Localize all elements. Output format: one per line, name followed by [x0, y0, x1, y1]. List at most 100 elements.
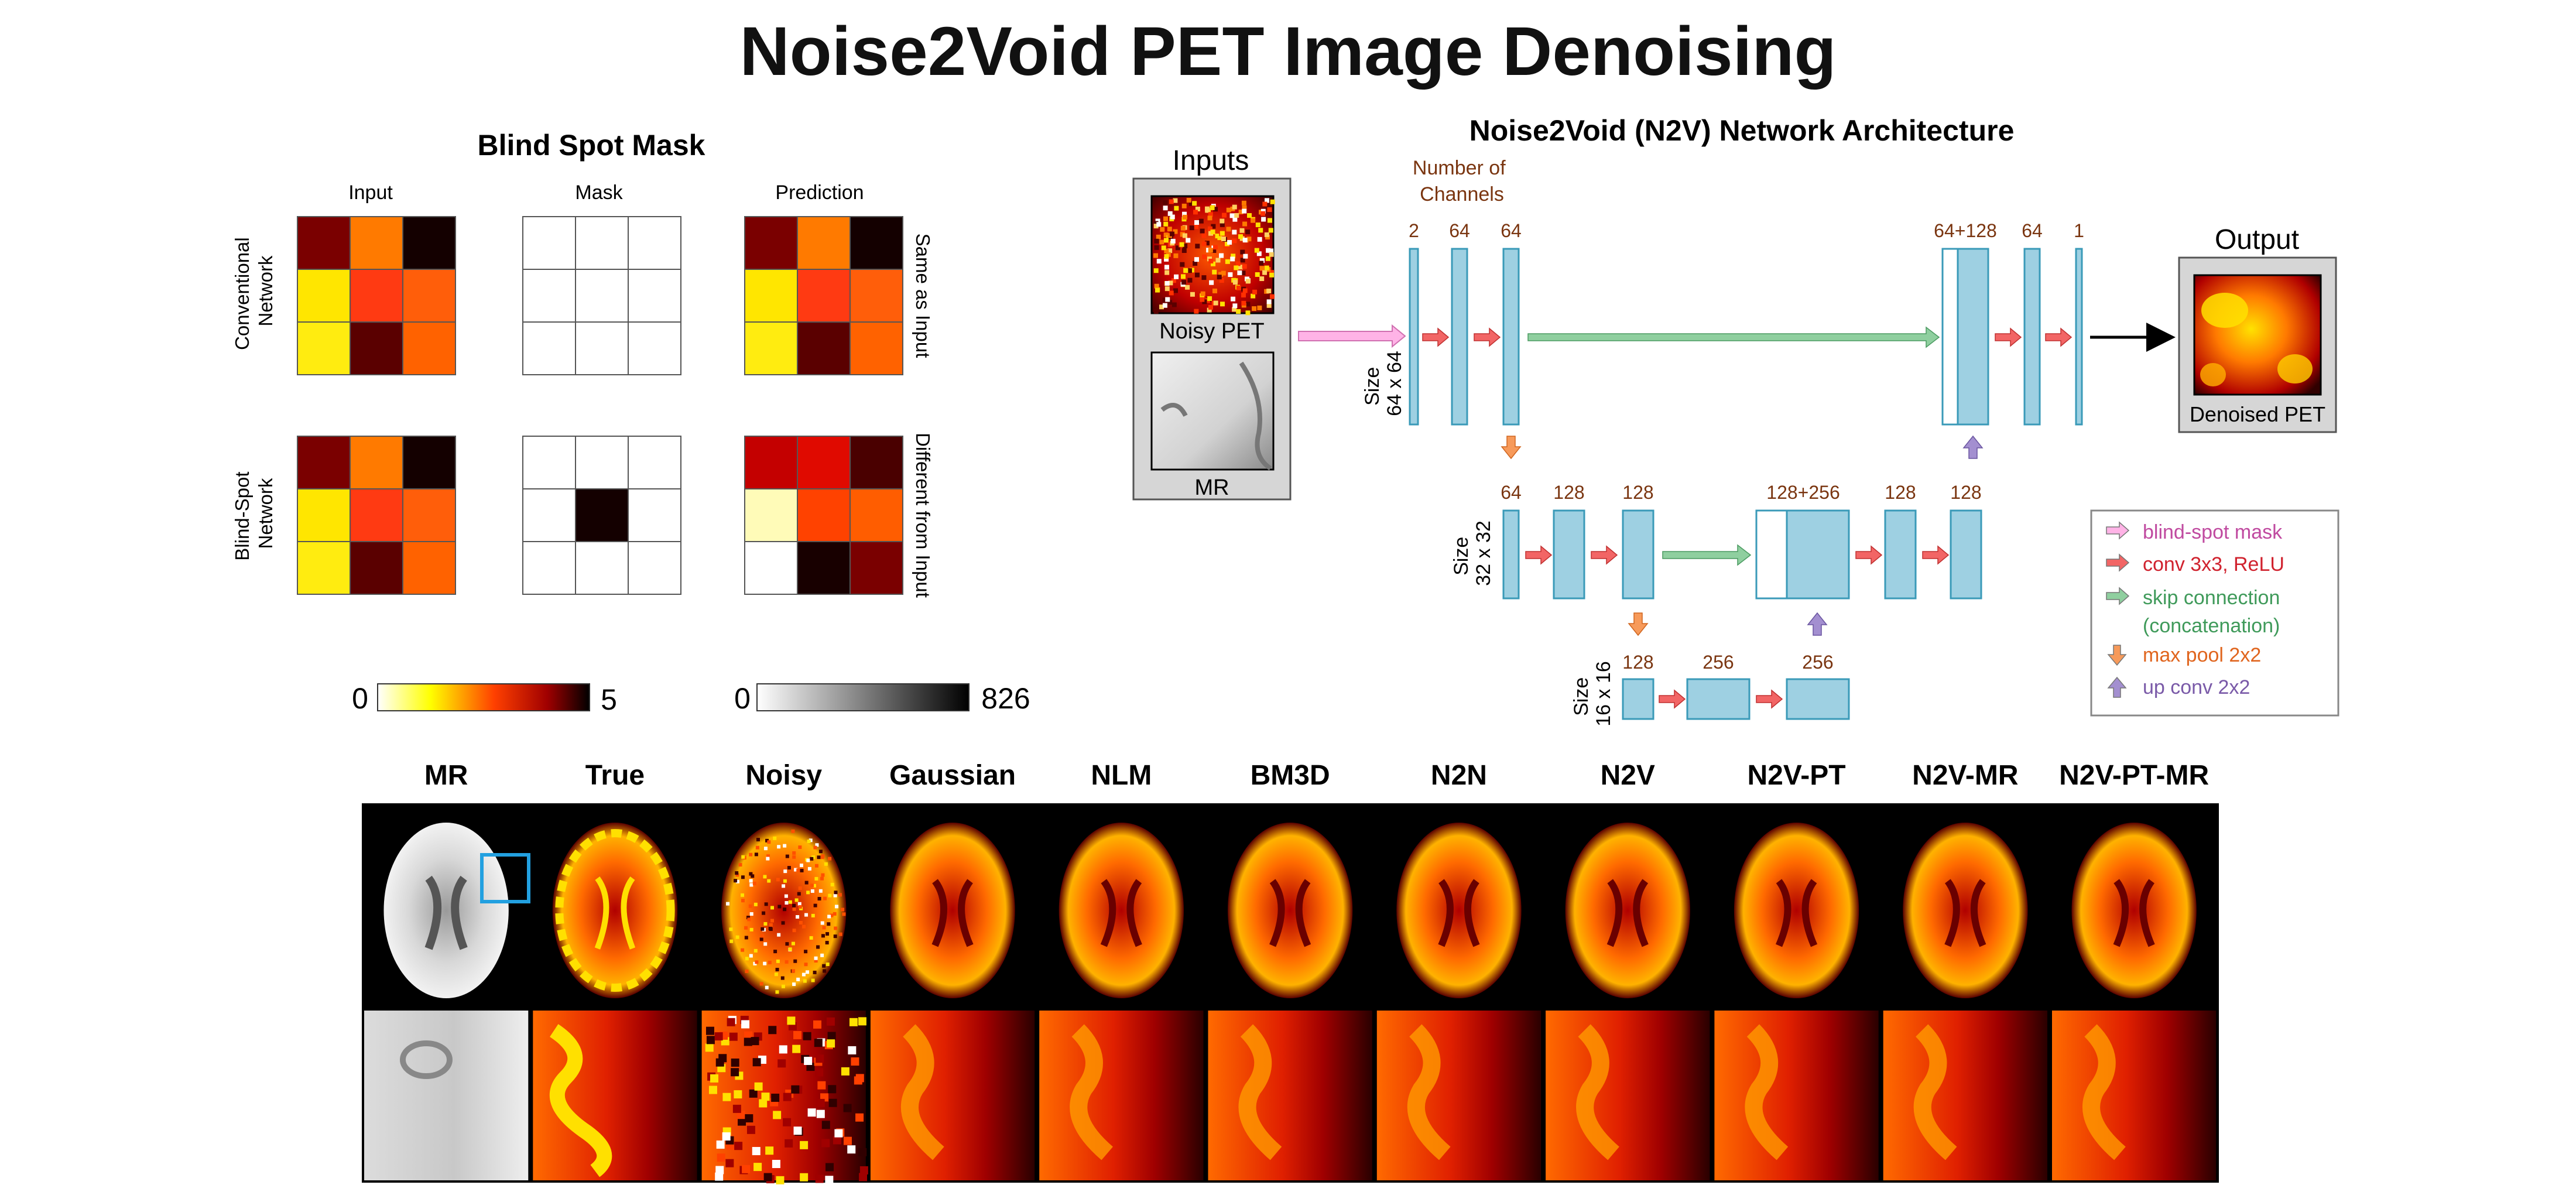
gray-colorbar — [756, 683, 970, 711]
noise-pixel — [1269, 248, 1274, 254]
noise-pixel — [821, 873, 825, 877]
noise-pixel — [798, 845, 802, 850]
noise-pixel — [741, 893, 745, 897]
noise-pixel — [1256, 251, 1262, 256]
noise-pixel — [1174, 274, 1179, 279]
noise-pixel — [842, 912, 846, 916]
legend-arrow-2 — [2106, 587, 2130, 605]
noise-pixel — [797, 902, 801, 906]
noise-pixel — [1238, 265, 1243, 270]
noise-pixel — [1181, 274, 1186, 279]
ventricles — [1100, 879, 1142, 947]
noise-pixel — [1208, 248, 1213, 253]
noise-pixel — [1254, 248, 1259, 253]
noise-pixel — [1181, 248, 1187, 253]
grid-cell — [628, 269, 681, 323]
legend-label-1: conv 3x3, ReLU — [2143, 553, 2284, 576]
noise-pixel — [821, 934, 825, 938]
noise-pixel — [834, 926, 838, 930]
noise-pixel — [796, 915, 800, 919]
noise-pixel — [858, 1017, 866, 1026]
noise-pixel — [1161, 245, 1166, 251]
noise-pixel — [783, 879, 787, 883]
level2-arrows — [1525, 544, 1950, 636]
noise-pixel — [1170, 214, 1175, 220]
noise-pixel — [817, 855, 821, 859]
noise-pixel — [755, 845, 759, 850]
legend: blind-spot mask conv 3x3, ReLU skip connec… — [2106, 521, 2284, 698]
noise-pixel — [1155, 218, 1160, 224]
noise-pixel — [822, 964, 826, 968]
noise-pixel — [1154, 283, 1159, 289]
noise-pixel — [1195, 244, 1200, 249]
noise-pixel — [1220, 222, 1225, 227]
noise-pixel — [1258, 228, 1263, 233]
noise-pixel — [1190, 292, 1195, 297]
legend-label-0: blind-spot mask — [2143, 521, 2283, 543]
noise-pixel — [1164, 270, 1170, 275]
noise-pixel — [816, 945, 820, 949]
upconv-arrow — [1962, 435, 1984, 459]
noise-pixel — [1153, 253, 1159, 258]
noise-pixel — [1187, 268, 1192, 273]
noise-pixel — [800, 1141, 809, 1149]
noise-pixel — [1252, 306, 1257, 311]
level1-blocks: 2 64 64 64+128 64 1 — [1409, 220, 2084, 426]
noise-pixel — [806, 858, 810, 862]
noise-pixel — [749, 852, 753, 857]
zoom-patch — [1546, 1011, 1710, 1180]
noise-pixel — [1220, 302, 1225, 307]
noise-pixel — [741, 948, 745, 952]
noise-pixel — [792, 929, 796, 933]
noise-pixel — [1240, 249, 1245, 255]
noise-pixel — [1171, 302, 1177, 307]
noise-pixel — [1231, 254, 1236, 259]
noise-pixel — [1257, 237, 1262, 242]
noise-pixel — [749, 927, 753, 932]
noise-pixel — [1194, 309, 1199, 314]
grid-cell — [628, 541, 681, 595]
noise-pixel — [1163, 232, 1169, 238]
grid-cell — [350, 216, 403, 270]
grid-cell — [402, 216, 456, 270]
true-structure — [594, 876, 636, 950]
grid-cell — [350, 541, 403, 595]
noise-pixel — [792, 851, 796, 855]
mask-grids — [297, 216, 903, 595]
legend-arrow-1 — [2106, 553, 2130, 572]
noise-pixel — [799, 920, 803, 924]
noise-pixel — [1208, 304, 1213, 310]
noise-pixel — [1207, 215, 1212, 221]
noise-pixel — [775, 990, 779, 994]
noise-pixel — [823, 896, 827, 900]
noise-pixel — [742, 1165, 751, 1173]
noise-pixel — [1180, 232, 1185, 237]
l3-ch-128: 128 — [1622, 652, 1653, 673]
noise-pixel — [782, 884, 786, 888]
noise-pixel — [798, 905, 802, 909]
noise-pixel — [1255, 272, 1260, 277]
blind-spot-arrow — [1298, 324, 1406, 348]
noise-pixel — [722, 1093, 731, 1101]
noise-pixel — [1189, 225, 1194, 231]
col-header-input: Input — [348, 182, 393, 204]
l2-ch-concat: 128+256 — [1766, 482, 1839, 503]
grid-blindspot-mask — [522, 436, 681, 595]
grid-cell — [575, 436, 629, 489]
noise-pixel — [773, 836, 777, 840]
noise-pixel — [1153, 224, 1159, 229]
noise-pixel — [772, 1160, 780, 1169]
noise-pixel — [1165, 297, 1170, 302]
grid-cell — [350, 436, 403, 489]
noise-pixel — [738, 1117, 746, 1126]
grid-cell — [744, 541, 798, 595]
noise-pixel — [791, 829, 795, 833]
noise-pixel — [1182, 214, 1187, 220]
noise-pixel — [769, 927, 773, 932]
noise-pixel — [1180, 262, 1185, 267]
noise-pixel — [1220, 231, 1225, 236]
noise-pixel — [729, 927, 733, 932]
gray-matter-ring — [555, 829, 675, 992]
noise-pixel — [1245, 230, 1251, 235]
